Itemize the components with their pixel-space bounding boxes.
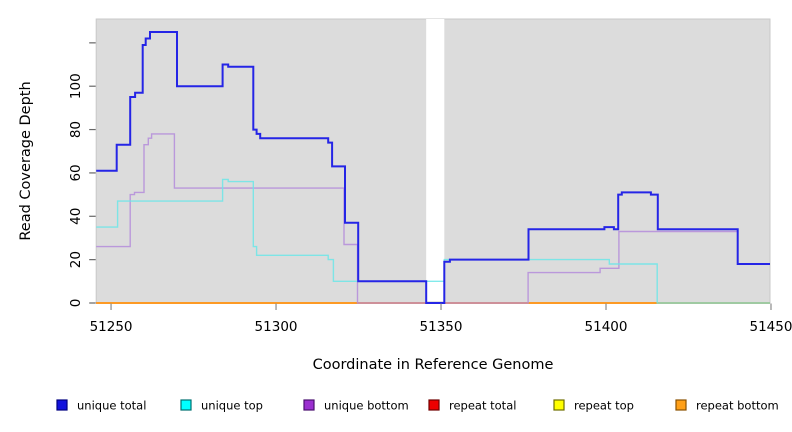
y-tick-label: 20: [68, 251, 84, 268]
series-unique-bottom: [96, 133, 770, 304]
y-tick-label: 0: [68, 299, 84, 308]
legend-item-label: repeat bottom: [696, 399, 779, 413]
legend-swatch: [553, 399, 565, 411]
y-tick-label: 40: [68, 208, 84, 225]
legend-item-label: unique bottom: [324, 399, 409, 413]
legend-item-repeat-top: repeat top: [553, 399, 634, 413]
legend: unique total unique top unique bottom repea…: [56, 399, 779, 413]
legend-item-repeat-bottom: repeat bottom: [675, 399, 779, 413]
x-tick-label: 51250: [90, 319, 133, 335]
no-data-gap-band: [426, 19, 445, 302]
legend-swatch: [428, 399, 440, 411]
legend-item-repeat-total: repeat total: [428, 399, 516, 413]
x-tick-label: 51400: [585, 319, 628, 335]
series-unique-total: [96, 31, 770, 304]
plot-area: [95, 18, 771, 304]
legend-swatch: [56, 399, 68, 411]
legend-swatch: [180, 399, 192, 411]
legend-item-unique-total: unique total: [56, 399, 146, 413]
series-unique-top: [96, 178, 770, 304]
x-tick-label: 51350: [420, 319, 463, 335]
axes: 51250 51300 51350 51400 51450 0 20 40 60 80 100: [68, 42, 792, 335]
y-tick-label: 80: [68, 121, 84, 138]
legend-swatch: [675, 399, 687, 411]
x-tick-label: 51300: [255, 319, 298, 335]
y-tick-label: 60: [68, 164, 84, 181]
x-axis-title: Coordinate in Reference Genome: [313, 357, 554, 373]
legend-item-label: unique top: [201, 399, 263, 413]
legend-swatch: [303, 399, 315, 411]
legend-item-label: unique total: [77, 399, 146, 413]
x-tick-label: 51450: [750, 319, 792, 335]
legend-item-label: repeat total: [449, 399, 516, 413]
legend-item-label: repeat top: [574, 399, 634, 413]
legend-item-unique-top: unique top: [180, 399, 263, 413]
legend-item-unique-bottom: unique bottom: [303, 399, 409, 413]
y-axis-title: Read Coverage Depth: [18, 81, 34, 240]
y-tick-label: 100: [68, 73, 84, 99]
